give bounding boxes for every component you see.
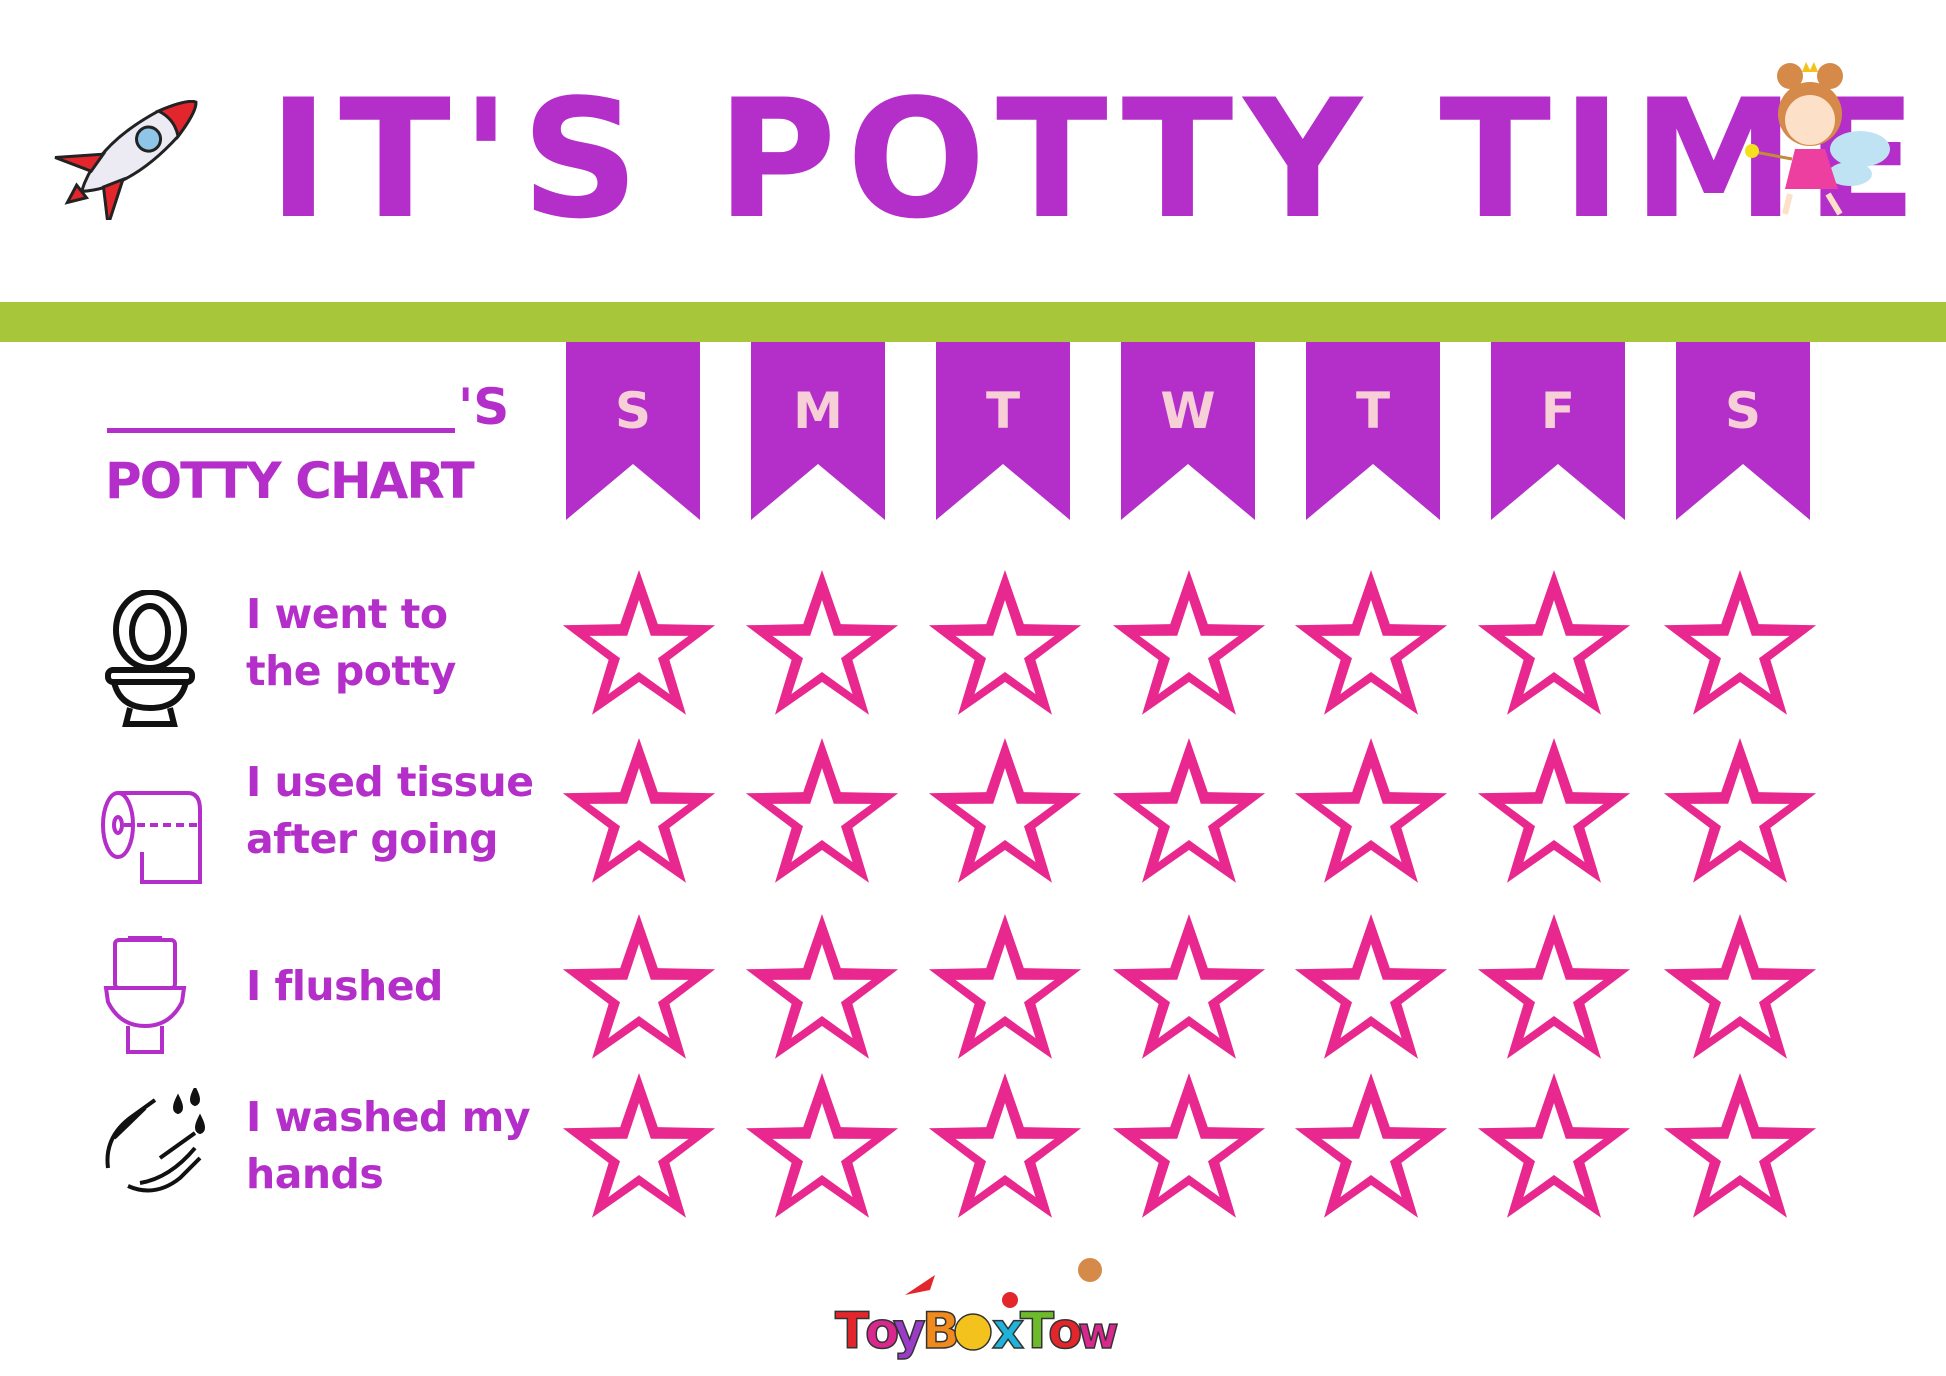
star-3-7[interactable] — [1658, 906, 1822, 1064]
svg-text:T: T — [835, 1302, 869, 1360]
star-2-2[interactable] — [740, 730, 904, 888]
day-banner: F — [1491, 342, 1625, 520]
fairy-icon — [1745, 62, 1890, 216]
day-letter: S — [1724, 382, 1761, 440]
star-3-2[interactable] — [740, 906, 904, 1064]
svg-text:o: o — [1048, 1302, 1082, 1360]
task-label-line: I used tissue — [246, 758, 534, 806]
star-2-5[interactable] — [1289, 730, 1453, 888]
day-banner: W — [1121, 342, 1255, 520]
star-3-6[interactable] — [1472, 906, 1636, 1064]
star-3-3[interactable] — [923, 906, 1087, 1064]
svg-text:T: T — [1020, 1302, 1054, 1360]
star-4-2[interactable] — [740, 1065, 904, 1223]
svg-text:x: x — [992, 1302, 1024, 1360]
day-letter: W — [1160, 382, 1216, 440]
day-letter: F — [1540, 382, 1576, 440]
star-3-4[interactable] — [1107, 906, 1271, 1064]
day-letter: T — [985, 382, 1021, 440]
svg-text:y: y — [893, 1302, 926, 1360]
star-4-7[interactable] — [1658, 1065, 1822, 1223]
star-1-4[interactable] — [1107, 562, 1271, 720]
name-suffix: 'S — [458, 378, 510, 436]
task-label-line: I flushed — [246, 962, 443, 1010]
star-4-1[interactable] — [557, 1065, 721, 1223]
day-letter: T — [1355, 382, 1391, 440]
star-4-4[interactable] — [1107, 1065, 1271, 1223]
svg-text:B: B — [922, 1302, 960, 1360]
star-1-3[interactable] — [923, 562, 1087, 720]
star-1-2[interactable] — [740, 562, 904, 720]
star-1-5[interactable] — [1289, 562, 1453, 720]
task-label-line: I washed my — [246, 1093, 531, 1141]
name-blank-line[interactable] — [107, 428, 455, 433]
task-label: I used tissue after going — [246, 754, 536, 868]
task-label-line: I went to — [246, 590, 448, 638]
star-2-7[interactable] — [1658, 730, 1822, 888]
day-banner: M — [751, 342, 885, 520]
star-2-6[interactable] — [1472, 730, 1636, 888]
day-banner: S — [1676, 342, 1810, 520]
task-label: I flushed — [246, 958, 536, 1015]
divider-bar — [0, 302, 1946, 342]
task-label: I went to the potty — [246, 586, 536, 700]
day-banner: S — [566, 342, 700, 520]
task-label-line: hands — [246, 1150, 384, 1198]
day-banner: T — [936, 342, 1070, 520]
star-4-6[interactable] — [1472, 1065, 1636, 1223]
star-2-3[interactable] — [923, 730, 1087, 888]
star-1-7[interactable] — [1658, 562, 1822, 720]
chart-label: POTTY CHART — [105, 452, 475, 510]
svg-text:o: o — [865, 1302, 899, 1360]
toyboxtown-logo: T o y B x T o wn — [834, 1258, 1120, 1361]
task-label: I washed my hands — [246, 1089, 536, 1203]
svg-text:wn: wn — [1078, 1308, 1120, 1359]
task-label-line: the potty — [246, 647, 456, 695]
star-2-1[interactable] — [557, 730, 721, 888]
toilet-icon — [100, 589, 200, 734]
washing-hands-icon — [100, 1085, 210, 1207]
star-3-1[interactable] — [557, 906, 721, 1064]
toilet-paper-icon — [100, 790, 205, 894]
star-2-4[interactable] — [1107, 730, 1271, 888]
day-banner: T — [1306, 342, 1440, 520]
rocket-icon — [54, 99, 198, 220]
star-4-3[interactable] — [923, 1065, 1087, 1223]
flush-toilet-icon — [100, 934, 190, 1060]
page-title: IT'S POTTY TIME! — [268, 64, 1946, 255]
day-letter: M — [793, 382, 843, 440]
star-1-6[interactable] — [1472, 562, 1636, 720]
star-1-1[interactable] — [557, 562, 721, 720]
task-label-line: after going — [246, 815, 499, 863]
star-3-5[interactable] — [1289, 906, 1453, 1064]
star-4-5[interactable] — [1289, 1065, 1453, 1223]
day-letter: S — [614, 382, 651, 440]
